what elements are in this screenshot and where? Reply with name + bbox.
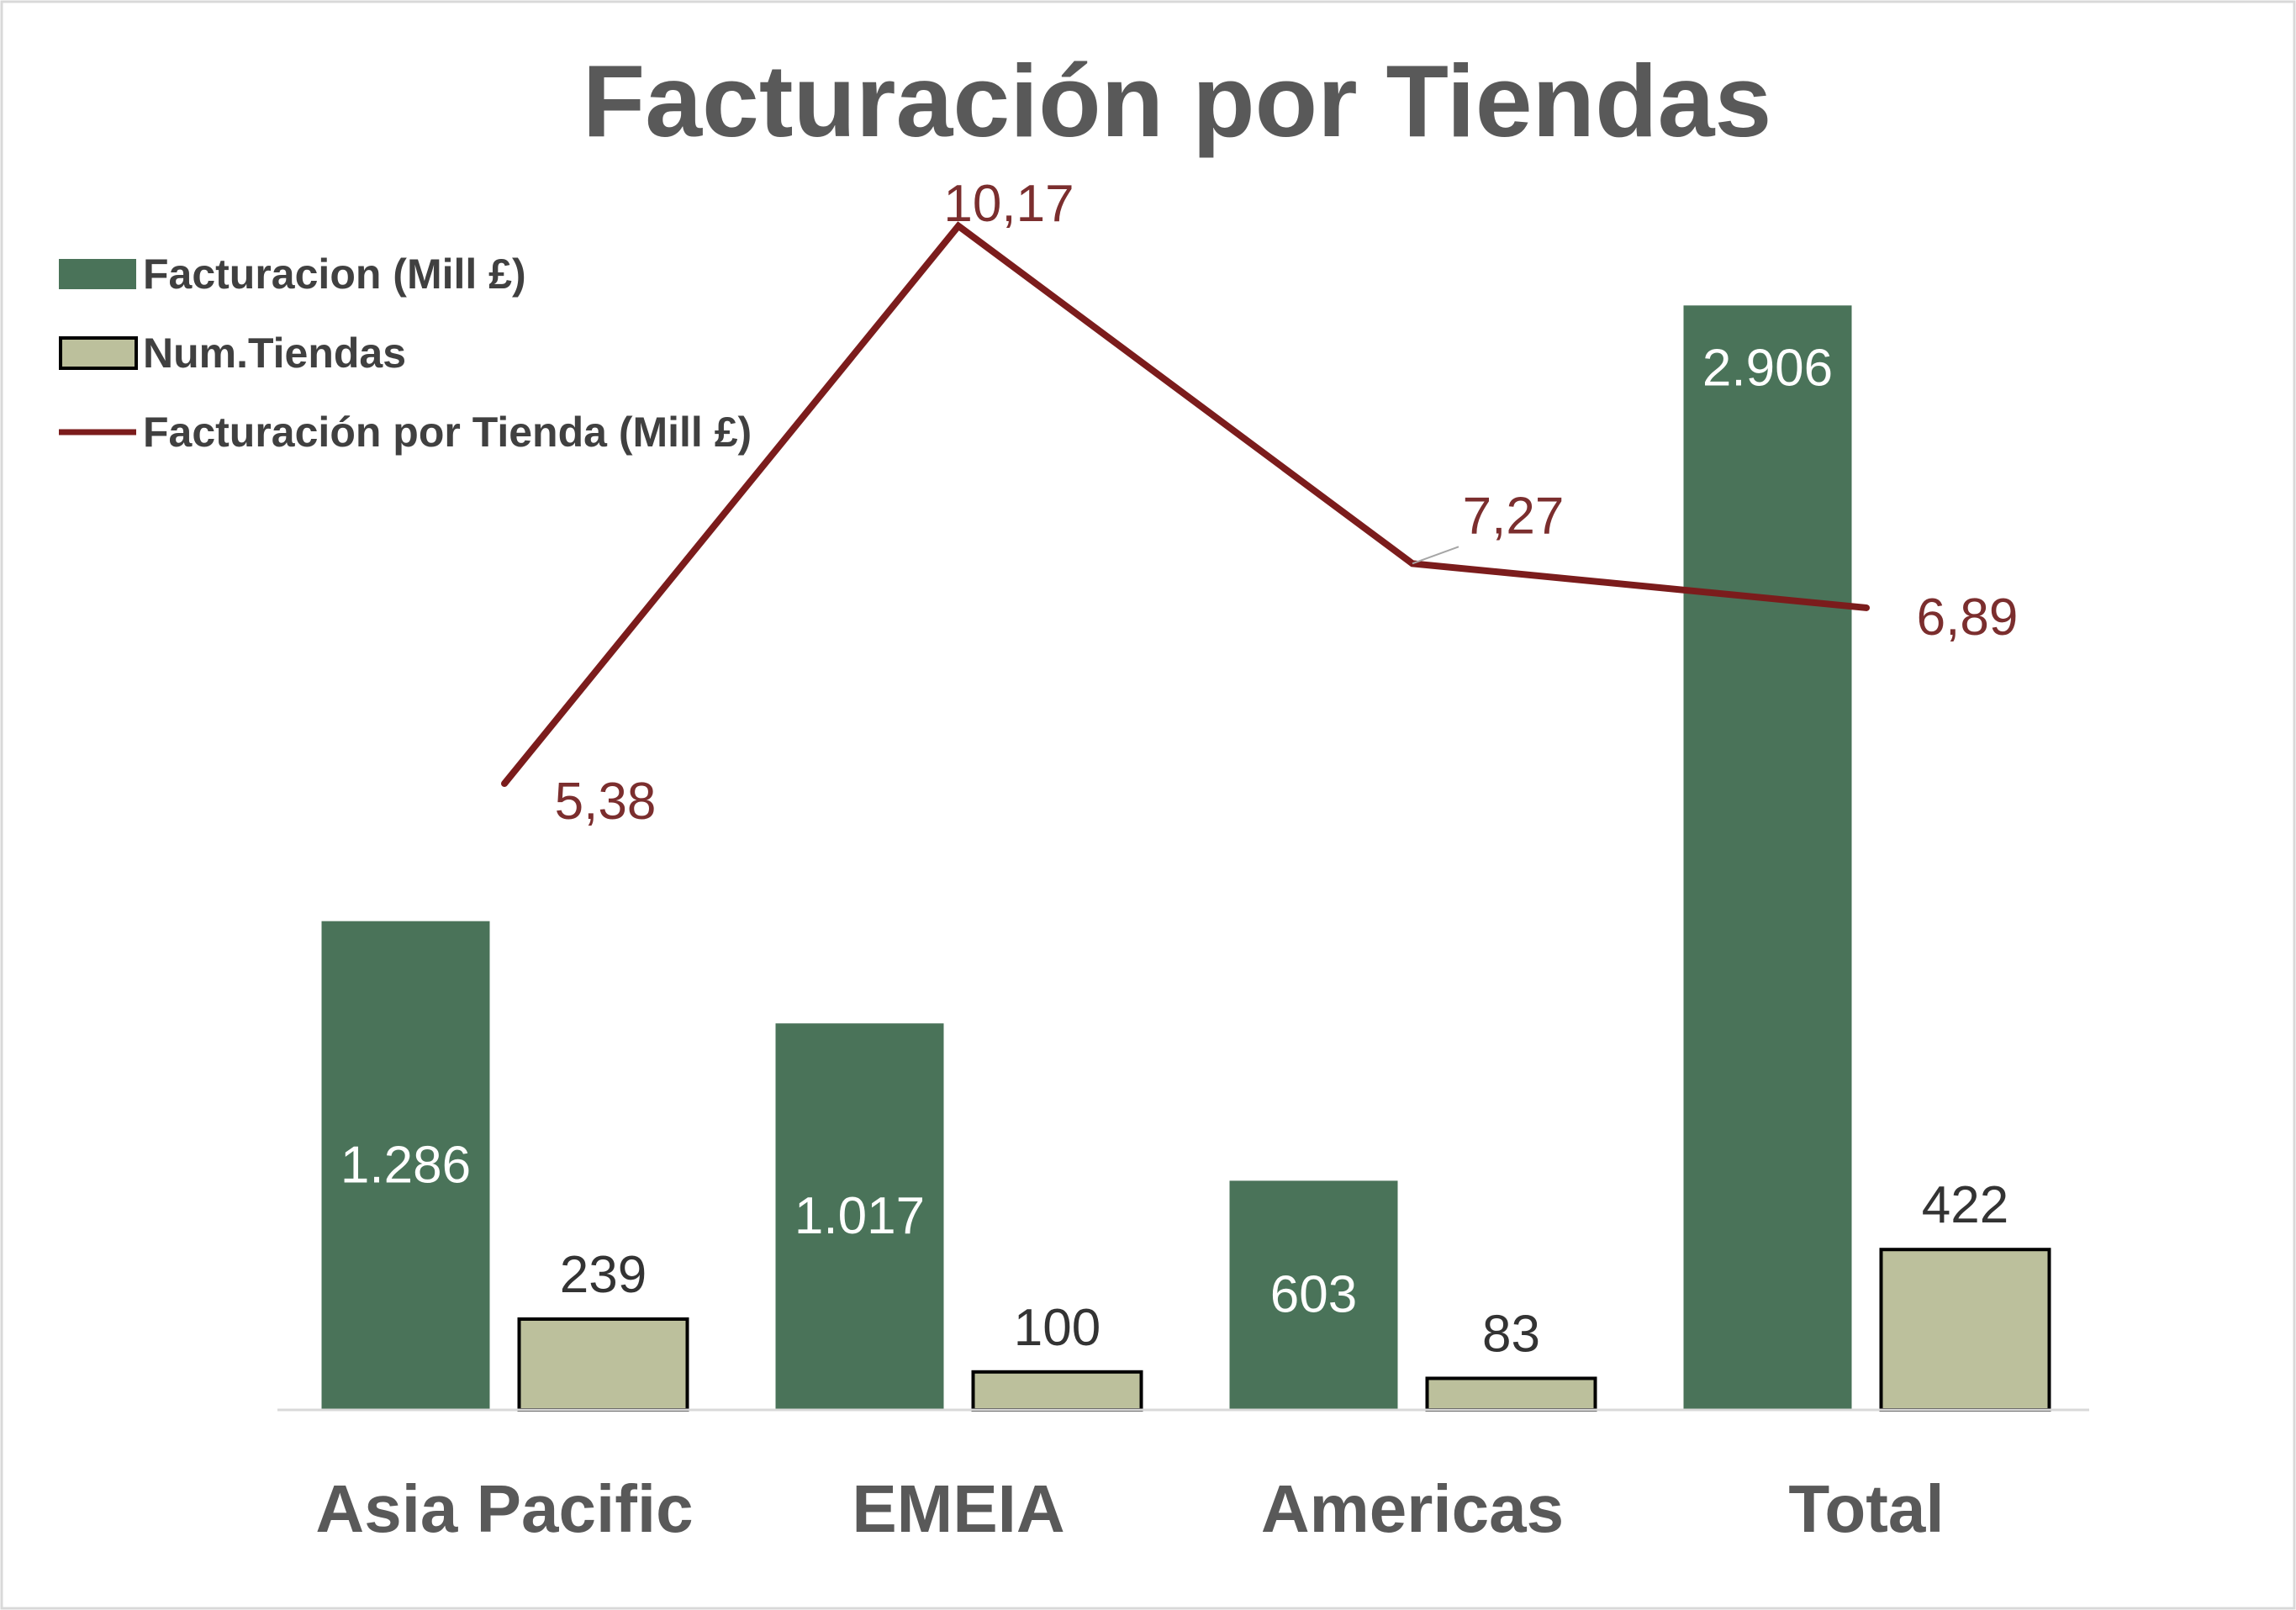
bar-facturacion-1	[775, 1023, 944, 1410]
data-label-facturacion-por-tienda-0: 5,38	[555, 773, 657, 831]
data-label-facturacion-3: 2.906	[1702, 339, 1833, 397]
data-label-num-tiendas-2: 83	[1482, 1305, 1540, 1363]
data-label-num-tiendas-1: 100	[1014, 1299, 1100, 1357]
category-label-3: Total	[1788, 1471, 1944, 1546]
data-label-num-tiendas-0: 239	[560, 1246, 647, 1304]
data-label-facturacion-por-tienda-3: 6,89	[1917, 589, 2019, 647]
bars-layer	[321, 305, 2051, 1412]
category-label-2: Americas	[1261, 1471, 1564, 1546]
chart-title: Facturación por Tiendas	[583, 44, 1772, 158]
bar-num-tiendas-2	[1425, 1376, 1597, 1412]
bar-num-tiendas-3	[1879, 1248, 2051, 1412]
data-label-facturacion-2: 603	[1270, 1266, 1357, 1324]
data-label-facturacion-por-tienda-2: 7,27	[1463, 487, 1565, 545]
bar-facturacion-2	[1229, 1180, 1398, 1410]
bar-num-tiendas-0	[517, 1317, 689, 1412]
line-facturacion-por-tienda	[501, 221, 1870, 788]
bar-facturacion-0	[321, 921, 490, 1410]
data-label-facturacion-1: 1.017	[794, 1187, 925, 1245]
chart-legend: Facturacion (Mill £) Num.Tiendas Factura…	[59, 251, 752, 456]
leader-line-facturacion-por-tienda-2	[1412, 546, 1459, 565]
legend-label-facturacion-por-tienda: Facturación por Tienda (Mill £)	[143, 409, 752, 456]
data-labels-layer: 1.286 239 1.017 100 603 83 2.906 422 5,38 10,17 7,…	[340, 175, 2018, 1364]
bar-num-tiendas-1	[971, 1370, 1143, 1412]
legend-label-facturacion: Facturacion (Mill £)	[143, 251, 526, 298]
data-label-facturacion-0: 1.286	[340, 1136, 471, 1194]
line-layer	[501, 221, 1870, 788]
bar-facturacion-3	[1683, 305, 1852, 1411]
category-axis-labels: Asia Pacific EMEIA Americas Total	[315, 1471, 1944, 1546]
legend-swatch-num-tiendas	[59, 336, 138, 370]
data-label-facturacion-por-tienda-1: 10,17	[943, 175, 1074, 233]
data-label-num-tiendas-3: 422	[1922, 1176, 2008, 1234]
category-label-1: EMEIA	[852, 1471, 1064, 1546]
category-label-0: Asia Pacific	[315, 1471, 693, 1546]
legend-label-num-tiendas: Num.Tiendas	[143, 330, 406, 377]
legend-swatch-facturacion	[59, 259, 136, 289]
